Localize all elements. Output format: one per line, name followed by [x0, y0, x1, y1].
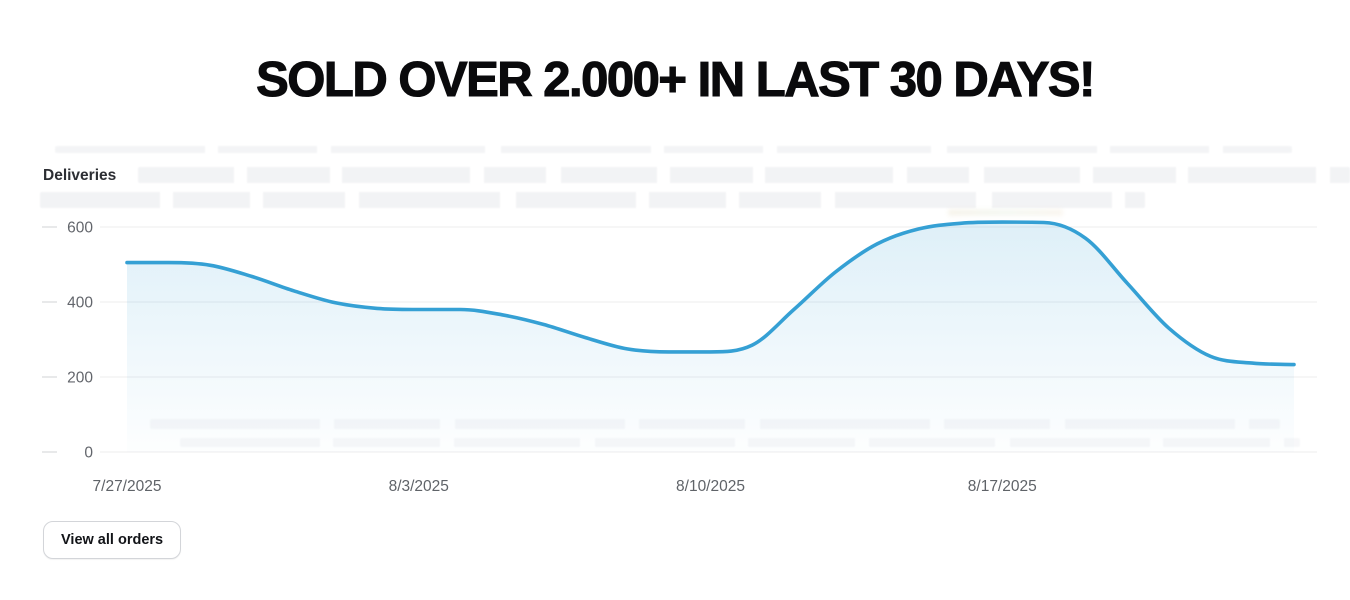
- view-all-orders-button[interactable]: View all orders: [43, 521, 182, 559]
- page-title: SOLD OVER 2.000+ IN LAST 30 DAYS!: [256, 52, 1096, 107]
- y-axis-label: 400: [67, 295, 93, 312]
- x-axis-label: 8/17/2025: [968, 478, 1037, 495]
- chart-title: Deliveries: [43, 167, 117, 184]
- y-axis-label: 0: [84, 445, 93, 462]
- deliveries-line: [125, 220, 1296, 367]
- deliveries-area: [127, 222, 1294, 452]
- y-axis-label: 200: [67, 370, 93, 387]
- ghost-text-line: [40, 192, 1145, 208]
- x-axis-label: 8/10/2025: [676, 478, 745, 495]
- ghost-text-line: [138, 167, 1350, 183]
- ghost-text-line: [55, 146, 1292, 153]
- x-axis-label: 7/27/2025: [93, 478, 162, 495]
- ghost-smudge: [948, 209, 1063, 216]
- y-axis-label: 600: [67, 220, 93, 237]
- x-axis-label: 8/3/2025: [389, 478, 449, 495]
